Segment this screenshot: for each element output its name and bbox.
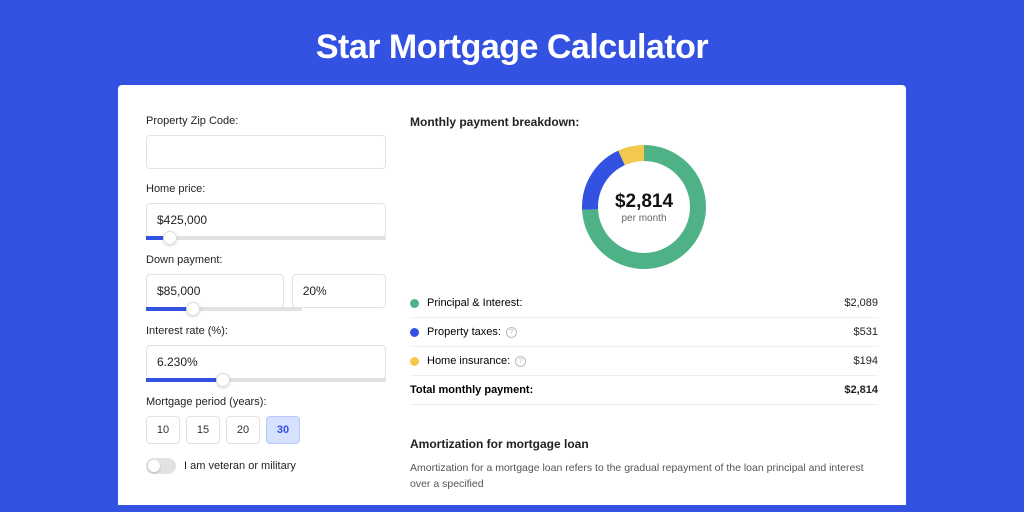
legend-label: Total monthly payment:	[410, 384, 844, 396]
down-payment-percent-input[interactable]	[292, 274, 386, 308]
form-panel: Property Zip Code: Home price: Down paym…	[146, 115, 386, 505]
donut-amount: $2,814	[615, 191, 673, 213]
donut-chart: $2,814 per month	[580, 143, 708, 271]
legend-row-taxes: Property taxes:? $531	[410, 318, 878, 347]
home-price-input[interactable]	[146, 203, 386, 237]
period-option-15[interactable]: 15	[186, 416, 220, 444]
home-price-field: Home price:	[146, 183, 386, 240]
page-title: Star Mortgage Calculator	[0, 0, 1024, 85]
slider-thumb[interactable]	[216, 373, 230, 387]
zip-label: Property Zip Code:	[146, 115, 386, 127]
legend-value: $2,089	[844, 297, 878, 309]
legend-dot	[410, 299, 419, 308]
info-icon[interactable]: ?	[515, 356, 526, 367]
slider-thumb[interactable]	[186, 302, 200, 316]
donut-center: $2,814 per month	[580, 143, 708, 271]
legend-label: Home insurance:?	[427, 355, 854, 367]
donut-chart-wrap: $2,814 per month	[410, 143, 878, 271]
legend-label: Property taxes:?	[427, 326, 854, 338]
legend-dot	[410, 328, 419, 337]
veteran-toggle[interactable]	[146, 458, 176, 474]
interest-rate-input[interactable]	[146, 345, 386, 379]
amortization-section: Amortization for mortgage loan Amortizat…	[410, 423, 878, 493]
amortization-title: Amortization for mortgage loan	[410, 437, 878, 451]
mortgage-period-field: Mortgage period (years): 10 15 20 30	[146, 396, 386, 444]
slider-thumb[interactable]	[163, 231, 177, 245]
veteran-row: I am veteran or military	[146, 458, 386, 474]
legend-value: $2,814	[844, 384, 878, 396]
down-payment-label: Down payment:	[146, 254, 386, 266]
interest-rate-slider[interactable]	[146, 378, 386, 382]
donut-sub: per month	[621, 213, 666, 224]
interest-rate-field: Interest rate (%):	[146, 325, 386, 382]
period-option-20[interactable]: 20	[226, 416, 260, 444]
home-price-slider[interactable]	[146, 236, 386, 240]
veteran-label: I am veteran or military	[184, 460, 296, 472]
period-option-10[interactable]: 10	[146, 416, 180, 444]
breakdown-title: Monthly payment breakdown:	[410, 115, 878, 129]
down-payment-amount-input[interactable]	[146, 274, 284, 308]
mortgage-period-label: Mortgage period (years):	[146, 396, 386, 408]
mortgage-period-options: 10 15 20 30	[146, 416, 386, 444]
legend-row-principal: Principal & Interest: $2,089	[410, 289, 878, 318]
info-icon[interactable]: ?	[506, 327, 517, 338]
calculator-card: Property Zip Code: Home price: Down paym…	[118, 85, 906, 505]
period-option-30[interactable]: 30	[266, 416, 300, 444]
legend-dot	[410, 357, 419, 366]
interest-rate-label: Interest rate (%):	[146, 325, 386, 337]
home-price-label: Home price:	[146, 183, 386, 195]
legend-row-insurance: Home insurance:? $194	[410, 347, 878, 376]
legend-row-total: Total monthly payment: $2,814	[410, 376, 878, 405]
legend-label: Principal & Interest:	[427, 297, 844, 309]
legend-value: $531	[854, 326, 878, 338]
down-payment-slider[interactable]	[146, 307, 302, 311]
legend: Principal & Interest: $2,089 Property ta…	[410, 289, 878, 405]
down-payment-field: Down payment:	[146, 254, 386, 311]
legend-value: $194	[854, 355, 878, 367]
breakdown-panel: Monthly payment breakdown: $2,814 per mo…	[410, 115, 878, 505]
zip-field: Property Zip Code:	[146, 115, 386, 169]
zip-input[interactable]	[146, 135, 386, 169]
amortization-text: Amortization for a mortgage loan refers …	[410, 461, 878, 493]
